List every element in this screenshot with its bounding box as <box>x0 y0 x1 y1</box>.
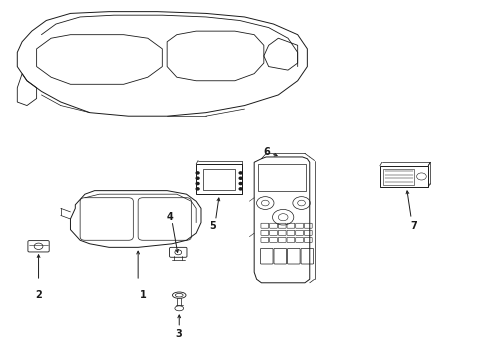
Circle shape <box>196 177 199 179</box>
Text: 4: 4 <box>166 212 173 222</box>
Circle shape <box>239 183 242 185</box>
Text: 3: 3 <box>176 329 182 339</box>
Text: 1: 1 <box>139 290 146 300</box>
Circle shape <box>239 177 242 179</box>
Circle shape <box>239 172 242 174</box>
Text: 7: 7 <box>409 221 416 231</box>
Circle shape <box>239 188 242 190</box>
Text: 2: 2 <box>36 290 42 300</box>
Circle shape <box>196 188 199 190</box>
Text: 5: 5 <box>209 221 216 231</box>
Text: 6: 6 <box>264 147 270 157</box>
Circle shape <box>196 183 199 185</box>
Circle shape <box>196 172 199 174</box>
